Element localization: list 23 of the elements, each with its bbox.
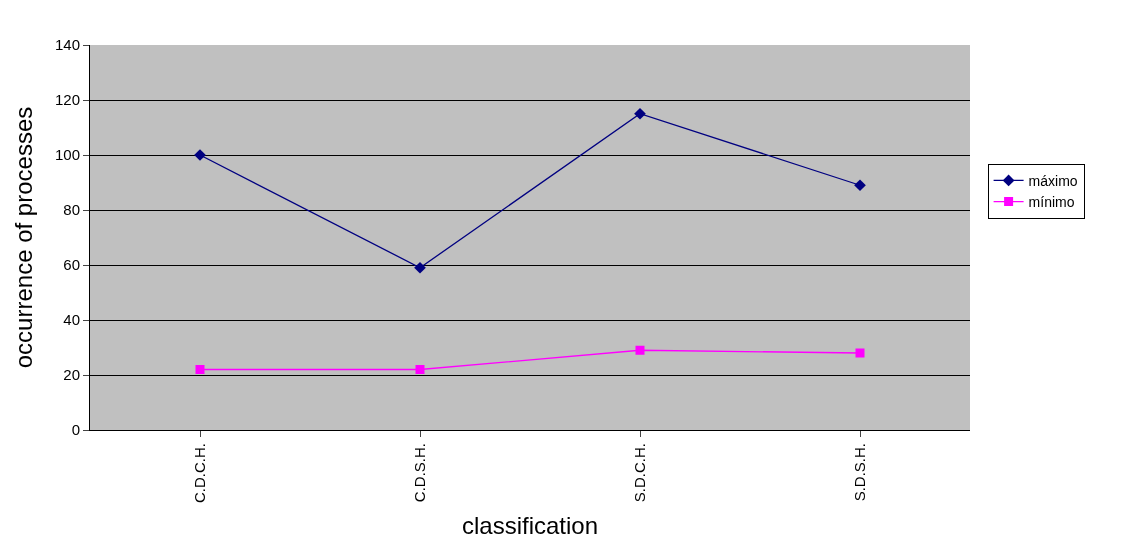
x-tick-label: S.D.S.H. bbox=[850, 443, 868, 502]
y-tick-label: 120 bbox=[54, 91, 80, 109]
x-tick-label: C.D.S.H. bbox=[410, 443, 428, 503]
y-tick-label: 140 bbox=[54, 36, 80, 54]
y-axis-title: occurrence of processes bbox=[10, 106, 38, 369]
point bbox=[855, 348, 865, 358]
point bbox=[195, 365, 205, 374]
x-axis-title: classification bbox=[461, 512, 599, 540]
y-tick-label: 40 bbox=[63, 311, 80, 329]
legend-label: mínimo bbox=[1028, 194, 1075, 211]
y-tick-label: 100 bbox=[54, 146, 80, 164]
point bbox=[415, 365, 425, 374]
point bbox=[635, 345, 645, 355]
point bbox=[414, 261, 426, 274]
point bbox=[634, 107, 646, 120]
legend-label: máximo bbox=[1028, 172, 1078, 189]
y-tick-label: 20 bbox=[63, 366, 80, 384]
x-tick-label: C.D.C.H. bbox=[190, 443, 208, 503]
x-tick-label: S.D.C.H. bbox=[630, 443, 648, 503]
y-tick-label: 60 bbox=[63, 256, 80, 274]
y-tick-label: 80 bbox=[63, 201, 80, 219]
y-tick-label: 0 bbox=[71, 421, 80, 439]
point bbox=[854, 179, 866, 192]
